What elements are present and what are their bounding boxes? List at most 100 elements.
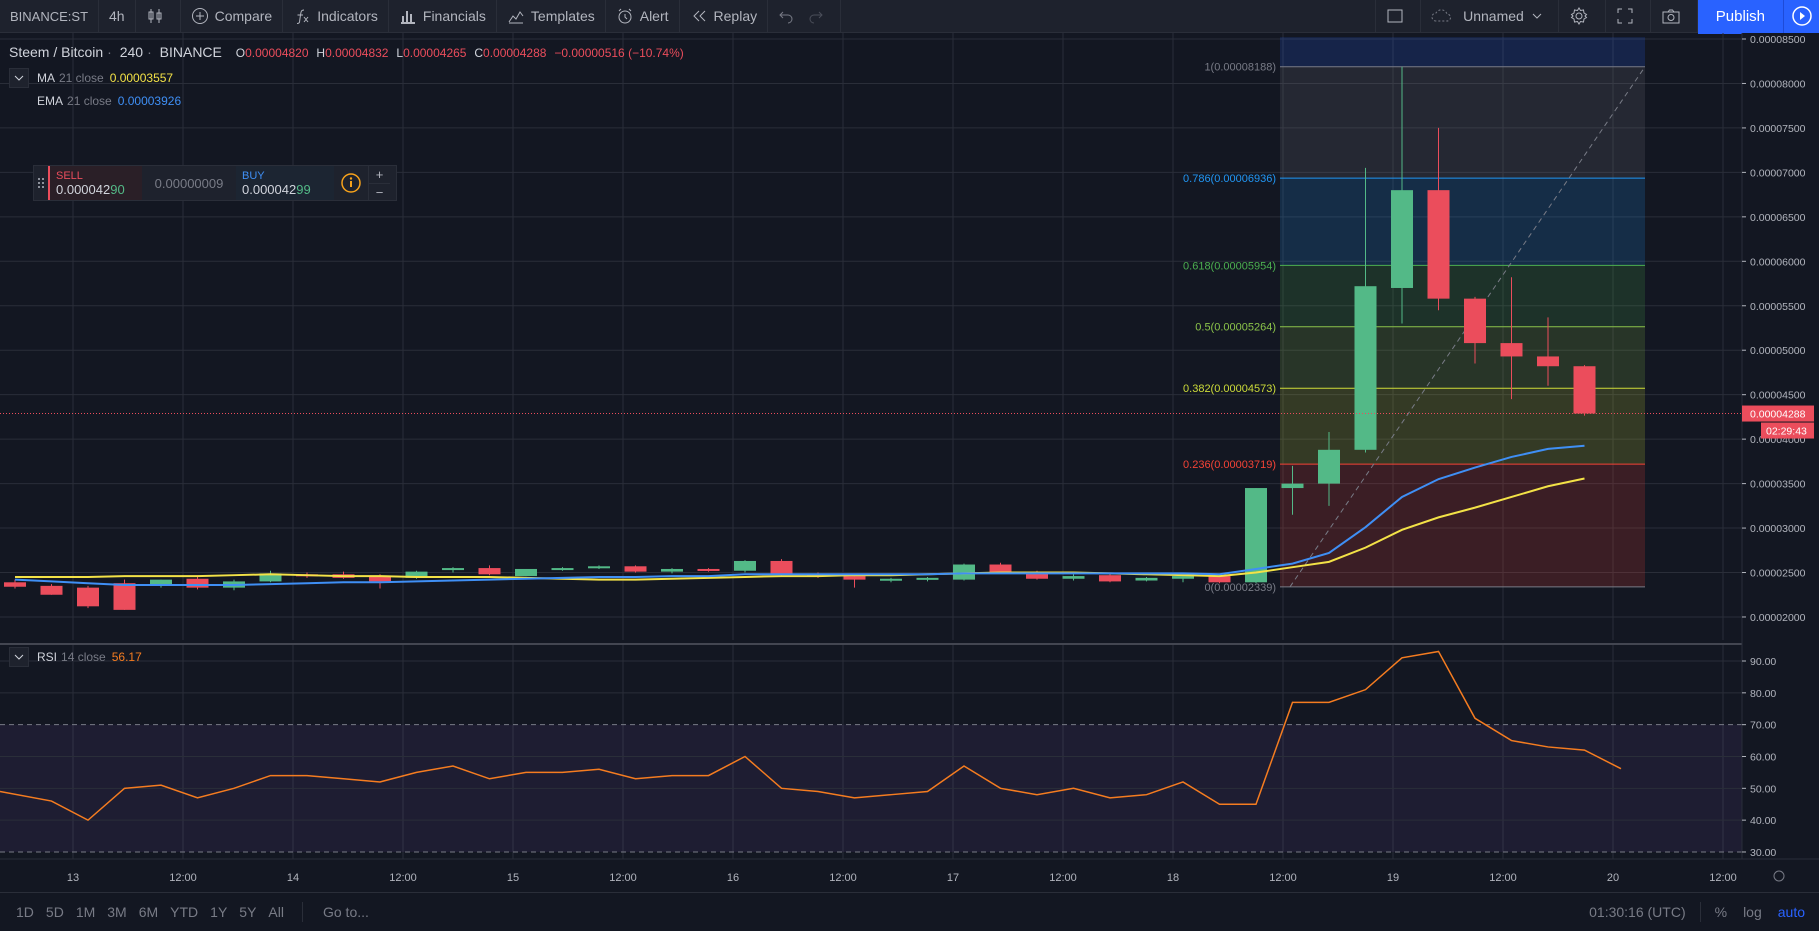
range-button-all[interactable]: All [268, 904, 284, 920]
candle-body [186, 578, 209, 588]
change-value: −0.00000516 (−10.74%) [554, 46, 684, 60]
time-tick-label: 12:00 [389, 872, 417, 884]
candle-body [1245, 488, 1267, 583]
current-price-tag [1742, 405, 1814, 422]
interval-button[interactable]: 4h [99, 0, 136, 33]
rsi-tick-label: 70.00 [1750, 720, 1776, 732]
ema-value: 0.00003926 [117, 94, 182, 108]
ma-line [15, 477, 1585, 581]
chart-type-button[interactable] [136, 0, 181, 33]
low-label: L [396, 46, 404, 60]
drag-handle[interactable] [34, 166, 48, 200]
price-chart[interactable]: 1(0.00008188) 0.786(0.00006936) 0.618(0.00… [0, 33, 1819, 892]
layout-menu-button[interactable]: Unnamed [1421, 0, 1559, 33]
range-button-3m[interactable]: 3M [107, 904, 127, 920]
fib-zone-top [1280, 37, 1645, 67]
rsi-legend: RSI 14 close 56.17 [9, 647, 142, 667]
rsi-tick-label: 80.00 [1750, 688, 1776, 700]
range-button-ytd[interactable]: YTD [170, 904, 199, 920]
open-label: O [235, 46, 246, 60]
candle-body [515, 568, 537, 577]
price-tick-label: 0.00007500 [1750, 123, 1806, 135]
info-button[interactable] [334, 166, 368, 200]
rsi-tick-label: 50.00 [1750, 783, 1776, 795]
auto-toggle[interactable]: auto [1777, 904, 1805, 920]
fib-label: 0.236(0.00003719) [1183, 459, 1276, 471]
ema-line [14, 444, 1585, 586]
plus-icon[interactable]: + [369, 166, 390, 184]
current-price-label: 0.00004288 [1750, 409, 1806, 421]
log-toggle[interactable]: log [1743, 904, 1762, 920]
fib-zone [1280, 464, 1645, 587]
quantity-stepper: + − [368, 166, 390, 200]
fib-label: 0.786(0.00006936) [1183, 173, 1276, 185]
candle-body [953, 564, 975, 580]
candle-body [843, 576, 866, 580]
rsi-line [0, 650, 1622, 822]
sell-button[interactable]: SELL 0.00004290 [48, 166, 142, 200]
axes: 0.00008500 0.00008000 0.00007500 0.00007000… [0, 33, 1819, 884]
time-tick-label: 18 [1167, 872, 1179, 884]
fullscreen-button[interactable] [1606, 0, 1651, 33]
range-button-1m[interactable]: 1M [75, 904, 96, 920]
financials-button[interactable]: Financials [389, 0, 497, 33]
candle-body [405, 571, 428, 578]
candles [4, 66, 1596, 610]
settings-button[interactable] [1559, 0, 1606, 33]
range-button-6m[interactable]: 6M [138, 904, 159, 920]
legend-interval: 240 [119, 44, 144, 60]
redo-button[interactable] [804, 0, 842, 33]
bottom-toolbar: 1D 5D 1M 3M 6M YTD 1Y 5Y All Go to... 01:30:16 (… [0, 892, 1819, 931]
price-tick-label: 0.00008000 [1750, 78, 1806, 90]
high-label: H [316, 46, 326, 60]
range-button-1y[interactable]: 1Y [210, 904, 228, 920]
clock-display[interactable]: 01:30:16 (UTC) [1589, 904, 1686, 920]
range-button-1d[interactable]: 1D [16, 904, 34, 920]
drag-handle-icon [38, 178, 44, 188]
price-tick-label: 0.00004500 [1750, 390, 1806, 402]
low-value: 0.00004265 [403, 46, 467, 60]
candle-body [1208, 576, 1231, 583]
fullscreen-layout-button[interactable] [1375, 0, 1422, 33]
publish-button[interactable]: Publish [1697, 0, 1783, 34]
indicators-button[interactable]: Indicators [283, 0, 389, 33]
candle-body [880, 578, 902, 581]
close-value: 0.00004288 [483, 46, 547, 60]
fib-zone [1280, 178, 1645, 266]
camera-icon [1662, 9, 1680, 24]
info-icon [341, 173, 361, 193]
symbol-search-button[interactable]: BINANCE:ST [0, 0, 100, 33]
snapshot-button[interactable] [1651, 0, 1698, 33]
candle-body [1026, 573, 1048, 579]
play-button[interactable] [1783, 0, 1819, 34]
collapse-indicators-button[interactable] [9, 68, 29, 88]
range-button-5d[interactable]: 5D [45, 904, 64, 920]
price-tick-label: 0.00006000 [1750, 256, 1806, 268]
candle-body [1464, 298, 1486, 344]
replay-button[interactable]: Replay [680, 0, 769, 33]
fibonacci-retracement[interactable]: 1(0.00008188) 0.786(0.00006936) 0.618(0.00… [1183, 37, 1646, 594]
minus-icon[interactable]: − [375, 184, 384, 200]
compare-button[interactable]: Compare [181, 0, 284, 33]
buy-button[interactable]: BUY 0.00004299 [236, 166, 334, 200]
range-button-5y[interactable]: 5Y [239, 904, 257, 920]
ma-value: 0.00003557 [109, 71, 174, 85]
goto-button[interactable]: Go to... [322, 904, 369, 920]
percent-toggle[interactable]: % [1714, 904, 1728, 920]
axis-settings-icon[interactable] [1773, 870, 1785, 882]
templates-button[interactable]: Templates [497, 0, 606, 33]
candle-body [1172, 576, 1194, 579]
financials-label: Financials [422, 8, 486, 24]
collapse-rsi-button[interactable] [9, 647, 29, 667]
rsi-tick-label: 90.00 [1750, 656, 1776, 668]
alert-button[interactable]: Alert [606, 0, 680, 33]
candle-body [442, 568, 464, 571]
fib-label: 0.382(0.00004573) [1183, 383, 1276, 395]
candle-body [1062, 576, 1085, 579]
redo-icon [809, 11, 823, 24]
open-value: 0.00004820 [245, 46, 309, 60]
fib-label: 0.5(0.00005264) [1195, 322, 1276, 334]
buy-price-main: 0.000042 [242, 181, 297, 197]
undo-button[interactable] [768, 0, 804, 33]
legend-exchange: BINANCE [159, 44, 222, 60]
